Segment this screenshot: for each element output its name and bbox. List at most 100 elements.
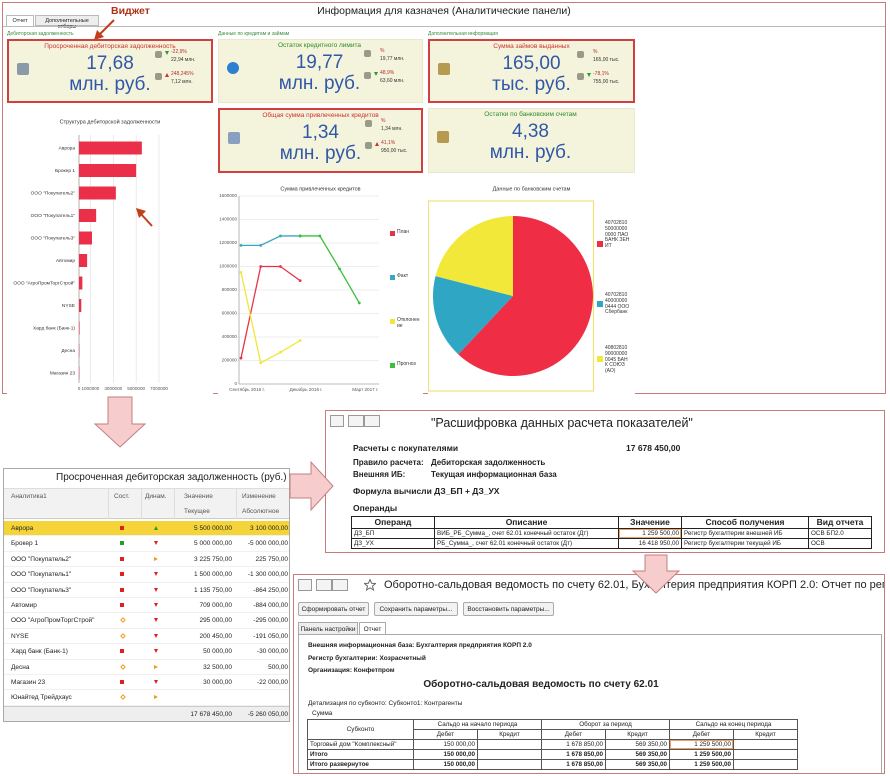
widget-value: 4,38 [512, 121, 549, 142]
detail-icon [155, 51, 162, 58]
y-tick-label: 400000 [222, 334, 238, 339]
x-tick-label: 5000000 [127, 386, 145, 391]
table-row[interactable]: ООО "АгроПромТоргСтрой" 295 000,00 -295 00… [4, 613, 289, 629]
widget-title: Просроченная дебиторская задолженность [44, 43, 176, 50]
row-label: ООО "АгроПромТоргСтрой" [11, 617, 95, 625]
x-tick-label: Декабрь 2016 г. [290, 387, 323, 392]
widget: Остаток кредитного лимита 19,77 млн. руб.%… [218, 39, 423, 103]
widget-detail: 48,9% [380, 70, 395, 76]
tab[interactable]: Дополнительные отборы [35, 15, 99, 30]
button[interactable]: Сохранить параметры... [374, 602, 458, 616]
table-row[interactable]: Магазин 23 30 000,00 -22 000,00 [4, 675, 289, 691]
chart-svg: Структура дебиторской задолженности 0 1000… [13, 118, 168, 391]
cell-change: -5 000 000,00 [247, 540, 288, 548]
home-button[interactable] [298, 579, 312, 591]
widget-icon [437, 131, 449, 143]
table-row[interactable]: Автомир 709 000,00 -884 000,00 [4, 598, 289, 614]
table-row[interactable]: NYSE 200 450,00 -191 050,00 [4, 628, 289, 645]
widget-detail: -22,9% [171, 49, 187, 55]
forward-button[interactable] [364, 415, 380, 427]
widget-detail: 248,245% [171, 71, 194, 77]
cell-value: 32 500,00 [203, 663, 232, 671]
point [298, 234, 302, 238]
forward-button[interactable] [332, 579, 348, 591]
cell-value: 5 500 000,00 [194, 525, 232, 532]
detail-line: Детализация по субконто: Субконто1: Конт… [308, 700, 463, 707]
info-line: Внешняя информационная база: Бухгалтерия… [308, 642, 532, 649]
widget-title: Общая сумма привлеченных кредитов [262, 112, 379, 119]
row-label: Аврора [11, 525, 34, 532]
table-row[interactable]: ООО "Покупатель1" 1 500 000,00 -1 300 000,… [4, 567, 289, 583]
button[interactable]: Сформировать отчет [298, 602, 369, 616]
table-row[interactable]: ООО "Покупатель2" 3 225 750,00 225 750,00 [4, 551, 289, 568]
status-icon [120, 680, 124, 684]
tab[interactable]: Отчет [6, 15, 34, 26]
favorite-star[interactable] [364, 579, 376, 591]
table-row[interactable]: Десна 32 500,00 500,00 [4, 659, 289, 675]
cell-change: -191 050,00 [253, 632, 288, 640]
table-row[interactable]: ООО "Покупатель3" 1 135 750,00 -864 250,00 [4, 582, 289, 598]
cell-value: 50 000,00 [203, 648, 232, 656]
column-separator [174, 488, 175, 519]
cell-value: 5 000 000,00 [194, 540, 232, 548]
legend-label: 40702810500000000000 ПАО БАНК ЗЕНИТ [605, 220, 630, 249]
field-value: Дебиторская задолженность [431, 458, 546, 467]
widget-icon [227, 62, 239, 74]
status-icon [120, 694, 126, 701]
row-label: Десна [11, 663, 30, 671]
column-header: Значение [184, 493, 213, 500]
x-tick-label: 1000000 [81, 386, 99, 391]
field-label: Правило расчета: [353, 458, 424, 467]
trend-icon [154, 649, 158, 654]
status-icon [120, 663, 126, 670]
button[interactable]: Восстановить параметры... [463, 602, 554, 616]
y-tick-label: 1600000 [219, 193, 237, 198]
chart-svg: Данные по банковским счетам [428, 186, 595, 392]
measure-line: Сумма [312, 710, 333, 717]
widget-value: 1,34 [302, 122, 339, 143]
pie-slice [435, 216, 513, 296]
table-row[interactable]: Хард банк (Банк-1) 50 000,00 -30 000,00 [4, 644, 289, 660]
cell-change: 3 100 000,00 [250, 525, 288, 532]
detail-icon [364, 72, 371, 79]
category-label: ООО "Покупатель2" [31, 190, 76, 196]
detail-icon [365, 120, 372, 127]
table-row[interactable]: Юнайтед Трейдхаус [4, 690, 289, 706]
report-heading: Оборотно-сальдовая ведомость по счету 62… [423, 679, 659, 690]
info-line: Организация: Конфетпром [308, 667, 395, 674]
home-button[interactable] [330, 415, 344, 427]
trend-icon [154, 526, 158, 530]
table-row[interactable]: Брокер 1 5 000 000,00 -5 000 000,00 [4, 536, 289, 552]
detail-icon [365, 142, 372, 149]
calculation-panel: "Расшифровка данных расчета показателей"… [325, 410, 885, 553]
back-button[interactable] [316, 579, 332, 591]
widget-title: Сумма займов выданных [493, 43, 570, 50]
cell-change: -884 000,00 [253, 602, 288, 609]
drilldown-panel: Просроченная дебиторская задолженность (… [3, 468, 290, 722]
point [259, 361, 263, 365]
trend-icon [374, 72, 378, 76]
column-subheader: Абсолютное [242, 508, 280, 515]
table-cell: 16 418 950,00 [618, 538, 682, 549]
status-icon [120, 649, 124, 654]
cell-change: -30 000,00 [256, 648, 288, 656]
point [357, 301, 361, 305]
axis-line [238, 196, 379, 385]
trend-icon [587, 73, 591, 77]
row-label: Брокер 1 [11, 540, 39, 548]
table-cell: Итого развернутое [307, 759, 414, 770]
widget: Остатки по банковским счетам 4,38 млн. руб… [428, 108, 635, 173]
widget-unit: млн. руб. [489, 142, 572, 163]
widget-value: 165,00 [502, 53, 561, 74]
status-icon [120, 603, 124, 607]
table-row[interactable]: Аврора 5 500 000,00 3 100 000,00 [4, 521, 289, 537]
status-icon [120, 556, 124, 561]
section-label: Данные по кредитам и займам [218, 31, 290, 37]
widget-detail: 165,00 тыс. [593, 57, 620, 63]
series-line [240, 272, 301, 364]
category-label: ООО "Покупатель1" [31, 213, 76, 219]
widget-unit: млн. руб. [69, 74, 151, 95]
row-label: ООО "Покупатель1" [11, 571, 72, 579]
back-button[interactable] [348, 415, 364, 427]
